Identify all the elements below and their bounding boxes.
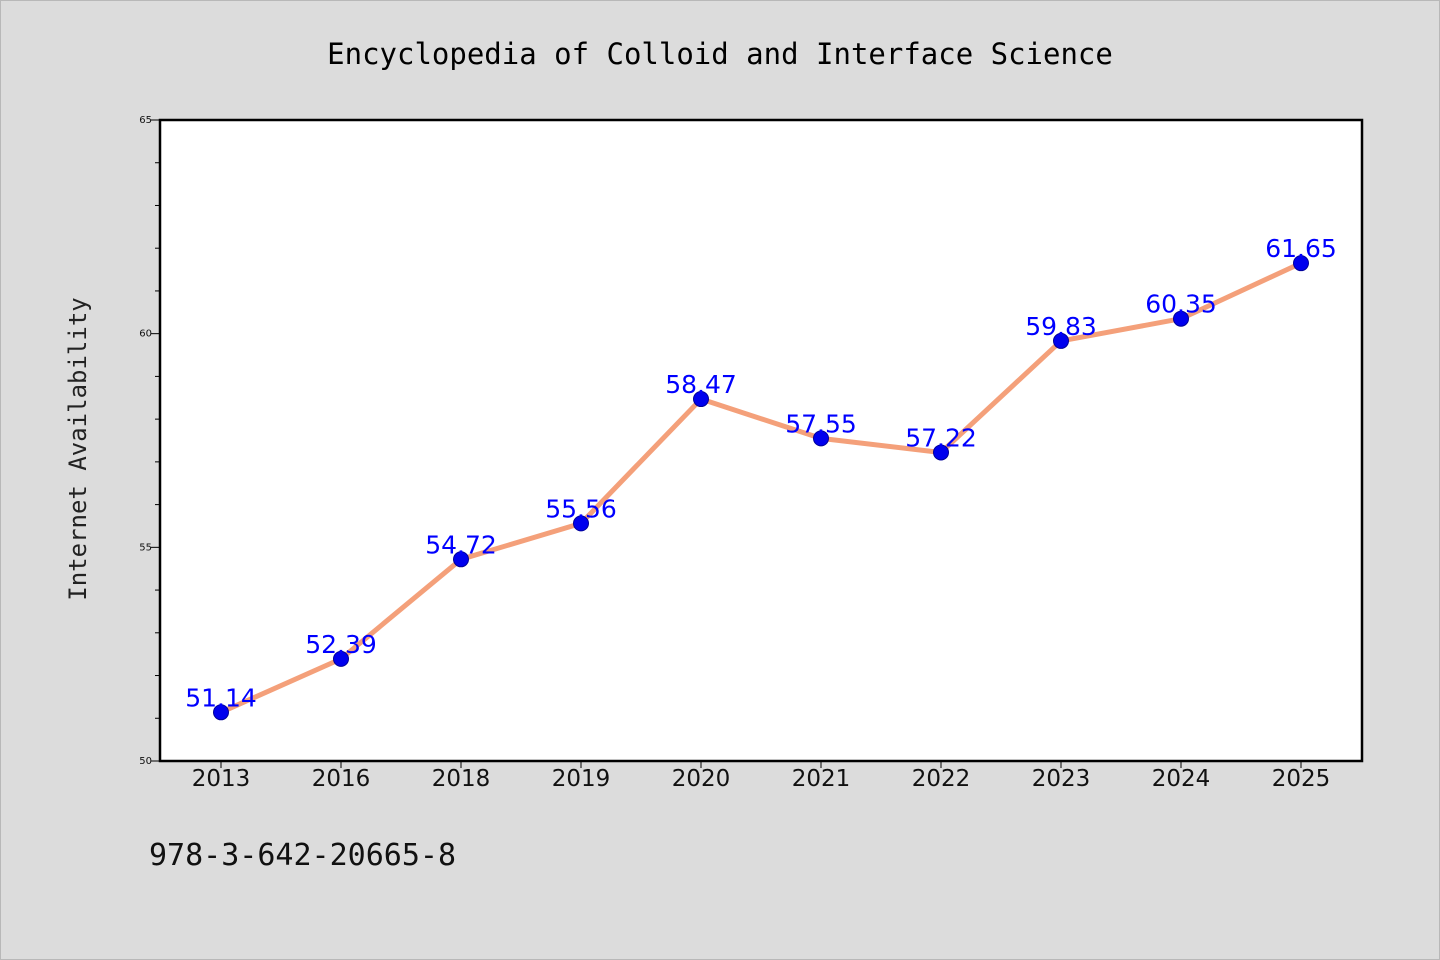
x-tick-label: 2020 xyxy=(672,766,731,792)
series-line-group xyxy=(213,255,1309,721)
data-point xyxy=(333,650,349,667)
x-tick-label: 2016 xyxy=(312,766,371,792)
y-axis: 50 55 60 65 xyxy=(139,115,160,767)
data-label: 59.83 xyxy=(1025,312,1097,341)
data-label: 55.56 xyxy=(545,494,617,523)
data-label: 54.72 xyxy=(425,530,497,559)
data-label-group: 51.14 52.39 54.72 55.56 58.47 57.55 57.22 59.83… xyxy=(185,234,1337,712)
y-tick-label: 55 xyxy=(139,542,152,553)
data-label: 51.14 xyxy=(185,683,257,712)
y-axis-label: Internet Availability xyxy=(64,297,92,600)
x-tick-label: 2023 xyxy=(1032,766,1091,792)
x-tick-label: 2019 xyxy=(552,766,611,792)
x-tick-label: 2024 xyxy=(1152,766,1211,792)
y-tick-label: 60 xyxy=(139,329,152,340)
x-tick-label: 2021 xyxy=(792,766,851,792)
x-axis: 2013 2016 2018 2019 2020 2021 2022 2023 2024 2025 xyxy=(192,761,1331,792)
data-label: 61.65 xyxy=(1265,234,1337,263)
data-point xyxy=(573,515,589,532)
data-point xyxy=(1293,255,1309,272)
x-tick-label: 2025 xyxy=(1272,766,1331,792)
data-point xyxy=(1053,332,1069,349)
data-point xyxy=(813,430,829,447)
data-label: 52.39 xyxy=(305,630,377,659)
data-label: 57.22 xyxy=(905,423,977,452)
data-point xyxy=(453,551,469,568)
x-tick-label: 2013 xyxy=(192,766,251,792)
data-point xyxy=(1173,310,1189,327)
y-tick-label: 65 xyxy=(139,115,152,126)
data-point xyxy=(933,444,949,461)
y-tick-label: 50 xyxy=(139,756,152,767)
isbn-text: 978-3-642-20665-8 xyxy=(149,838,456,873)
data-label: 58.47 xyxy=(665,370,737,399)
data-point xyxy=(693,391,709,408)
data-label: 57.55 xyxy=(785,409,857,438)
data-label: 60.35 xyxy=(1145,290,1217,319)
x-tick-label: 2022 xyxy=(912,766,971,792)
data-point xyxy=(213,704,229,721)
series-line xyxy=(218,260,1304,715)
chart-title: Encyclopedia of Colloid and Interface Sc… xyxy=(327,37,1113,71)
x-tick-label: 2018 xyxy=(432,766,491,792)
plot-area xyxy=(158,118,1364,763)
